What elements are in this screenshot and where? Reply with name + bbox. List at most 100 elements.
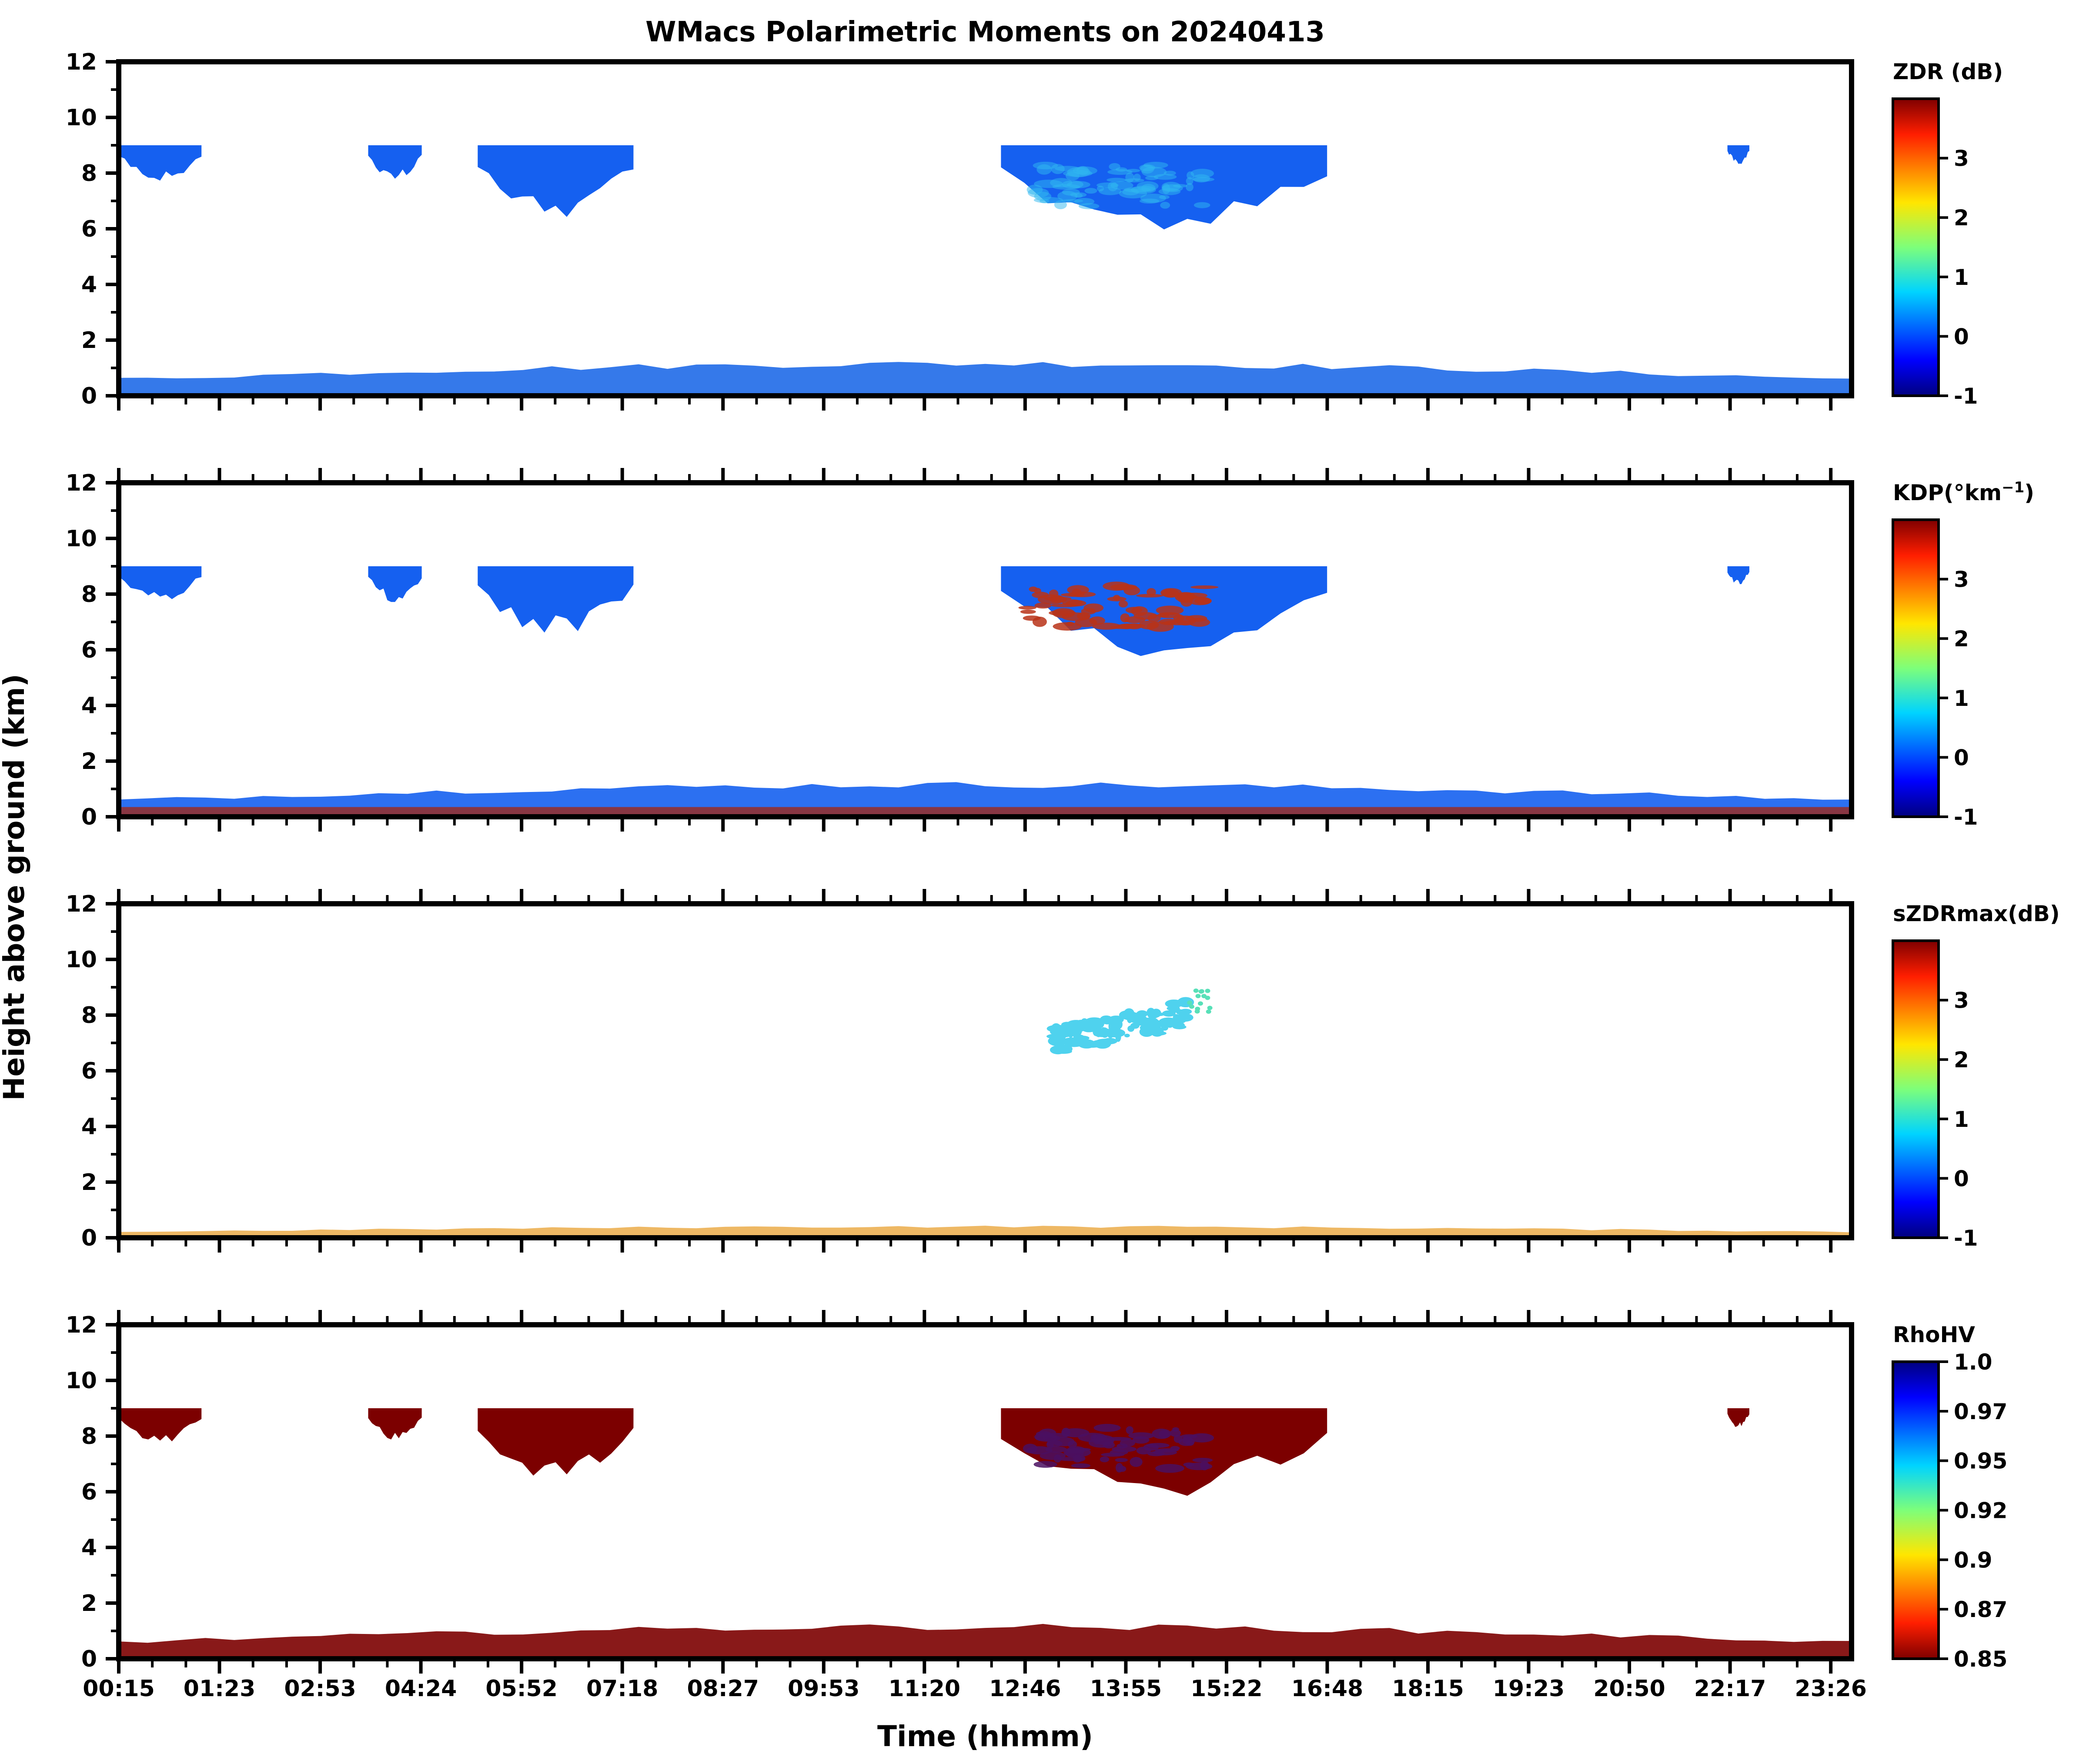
y-tick-label: 12 <box>66 1312 97 1338</box>
x-tick-label: 13:55 <box>1090 1676 1162 1702</box>
embedded-cell <box>1207 1006 1213 1010</box>
embedded-cell <box>1192 177 1215 182</box>
embedded-cell <box>1130 1022 1140 1029</box>
embedded-cell <box>1136 1447 1151 1455</box>
cloud-region <box>1727 145 1749 164</box>
embedded-cell <box>1192 1457 1213 1463</box>
embedded-cell <box>1100 1456 1110 1463</box>
x-tick-label: 04:24 <box>385 1676 457 1702</box>
y-tick-label: 2 <box>81 327 97 354</box>
embedded-cell <box>1087 1020 1100 1025</box>
embedded-cell <box>1154 1012 1165 1016</box>
y-axis-label: Height above ground (km) <box>0 674 31 1101</box>
x-tick-label: 19:23 <box>1493 1676 1565 1702</box>
colorbar-label: ZDR (dB) <box>1893 59 2003 84</box>
embedded-cell <box>1128 1432 1154 1439</box>
colorbar-tick-label: 1 <box>1954 686 1969 711</box>
colorbar-tick-label: 0.97 <box>1954 1399 2007 1424</box>
embedded-cell <box>1201 994 1207 999</box>
embedded-cell <box>1123 1008 1134 1019</box>
embedded-cell <box>1139 1026 1154 1037</box>
embedded-cell <box>1132 1436 1150 1444</box>
cloud-region <box>478 1408 634 1476</box>
x-tick-label: 00:15 <box>83 1676 155 1702</box>
embedded-cell <box>1158 188 1181 195</box>
embedded-cell <box>1093 1423 1121 1432</box>
embedded-cell <box>1198 989 1204 994</box>
y-tick-label: 8 <box>81 1423 97 1450</box>
embedded-cell <box>1061 1427 1070 1437</box>
cloud-region <box>1727 1408 1749 1427</box>
y-tick-label: 0 <box>81 804 97 830</box>
embedded-cell <box>1112 1446 1137 1452</box>
colorbar-tick-label: 0.9 <box>1954 1547 1992 1573</box>
embedded-cell <box>1165 1019 1175 1028</box>
embedded-cell <box>1195 994 1201 999</box>
plot-frame <box>116 59 1854 398</box>
y-tick-label: 4 <box>81 272 97 298</box>
embedded-cell <box>1163 170 1176 176</box>
cloud-region <box>119 1408 202 1442</box>
embedded-cell <box>1178 1437 1195 1446</box>
y-tick-label: 12 <box>66 49 97 75</box>
embedded-cell <box>1067 1027 1080 1034</box>
embedded-cell <box>1110 584 1137 590</box>
embedded-cell <box>1062 599 1083 606</box>
embedded-cell <box>1109 1022 1119 1029</box>
colorbar-label: RhoHV <box>1893 1322 1975 1347</box>
embedded-cell <box>1186 1463 1213 1470</box>
x-tick-label: 07:18 <box>586 1676 659 1702</box>
colorbar-label-end: ) <box>2024 480 2034 505</box>
cloud-region <box>1727 566 1749 585</box>
embedded-cell <box>1033 1461 1057 1468</box>
y-tick-label: 2 <box>81 1590 97 1617</box>
embedded-cell <box>1146 1443 1170 1448</box>
x-tick-label: 23:26 <box>1795 1676 1867 1702</box>
embedded-cell <box>1123 187 1151 193</box>
embedded-cell <box>1044 596 1072 601</box>
colorbar-tick-label: 1 <box>1954 265 1969 290</box>
panel-rhohv: 0 2 4 6 8 10 12 RhoHV 1.0 0.97 0.95 0.92 0.9 0.87 0.85 <box>66 1310 2007 1674</box>
embedded-cell <box>1046 1440 1063 1447</box>
embedded-cell <box>1194 597 1212 605</box>
colorbar-tick-label: 0.87 <box>1954 1597 2007 1622</box>
plot-frame <box>116 901 1854 1240</box>
y-tick-label: 10 <box>66 526 97 552</box>
embedded-cell <box>1033 161 1058 170</box>
embedded-cell <box>1120 613 1130 623</box>
embedded-cell <box>1115 167 1127 172</box>
x-tick-label: 16:48 <box>1291 1676 1364 1702</box>
embedded-cell <box>1048 1036 1067 1046</box>
embedded-cell <box>1186 183 1193 191</box>
embedded-cell <box>1173 184 1187 188</box>
embedded-cell <box>1136 594 1163 598</box>
colorbar-tick-label: 0.92 <box>1954 1498 2007 1523</box>
colorbar-tick-label: -1 <box>1954 384 1978 409</box>
cloud-region <box>368 566 422 602</box>
y-tick-label: 8 <box>81 581 97 608</box>
colorbar-label: sZDRmax(dB) <box>1893 901 2060 926</box>
embedded-cell <box>1089 616 1105 625</box>
colorbar <box>1892 1360 1940 1660</box>
embedded-cell <box>1046 1025 1065 1032</box>
embedded-cell <box>1101 1453 1125 1457</box>
embedded-cell <box>1140 194 1166 203</box>
embedded-cell <box>1076 612 1091 620</box>
embedded-cell <box>1107 177 1127 182</box>
embedded-cell <box>1206 1009 1211 1014</box>
y-tick-label: 8 <box>81 160 97 187</box>
embedded-cell <box>1053 1454 1062 1463</box>
colorbar-tick-label: -1 <box>1954 805 1978 830</box>
colorbar-tick-label: 2 <box>1954 205 1969 231</box>
y-tick-label: 10 <box>66 1368 97 1394</box>
embedded-cell <box>1187 1000 1193 1005</box>
embedded-cell <box>1133 612 1157 620</box>
embedded-cell <box>1093 1028 1113 1037</box>
embedded-cell <box>1190 585 1219 589</box>
embedded-cell <box>1107 596 1127 601</box>
embedded-cell <box>1146 1020 1158 1026</box>
y-tick-label: 2 <box>81 748 97 775</box>
